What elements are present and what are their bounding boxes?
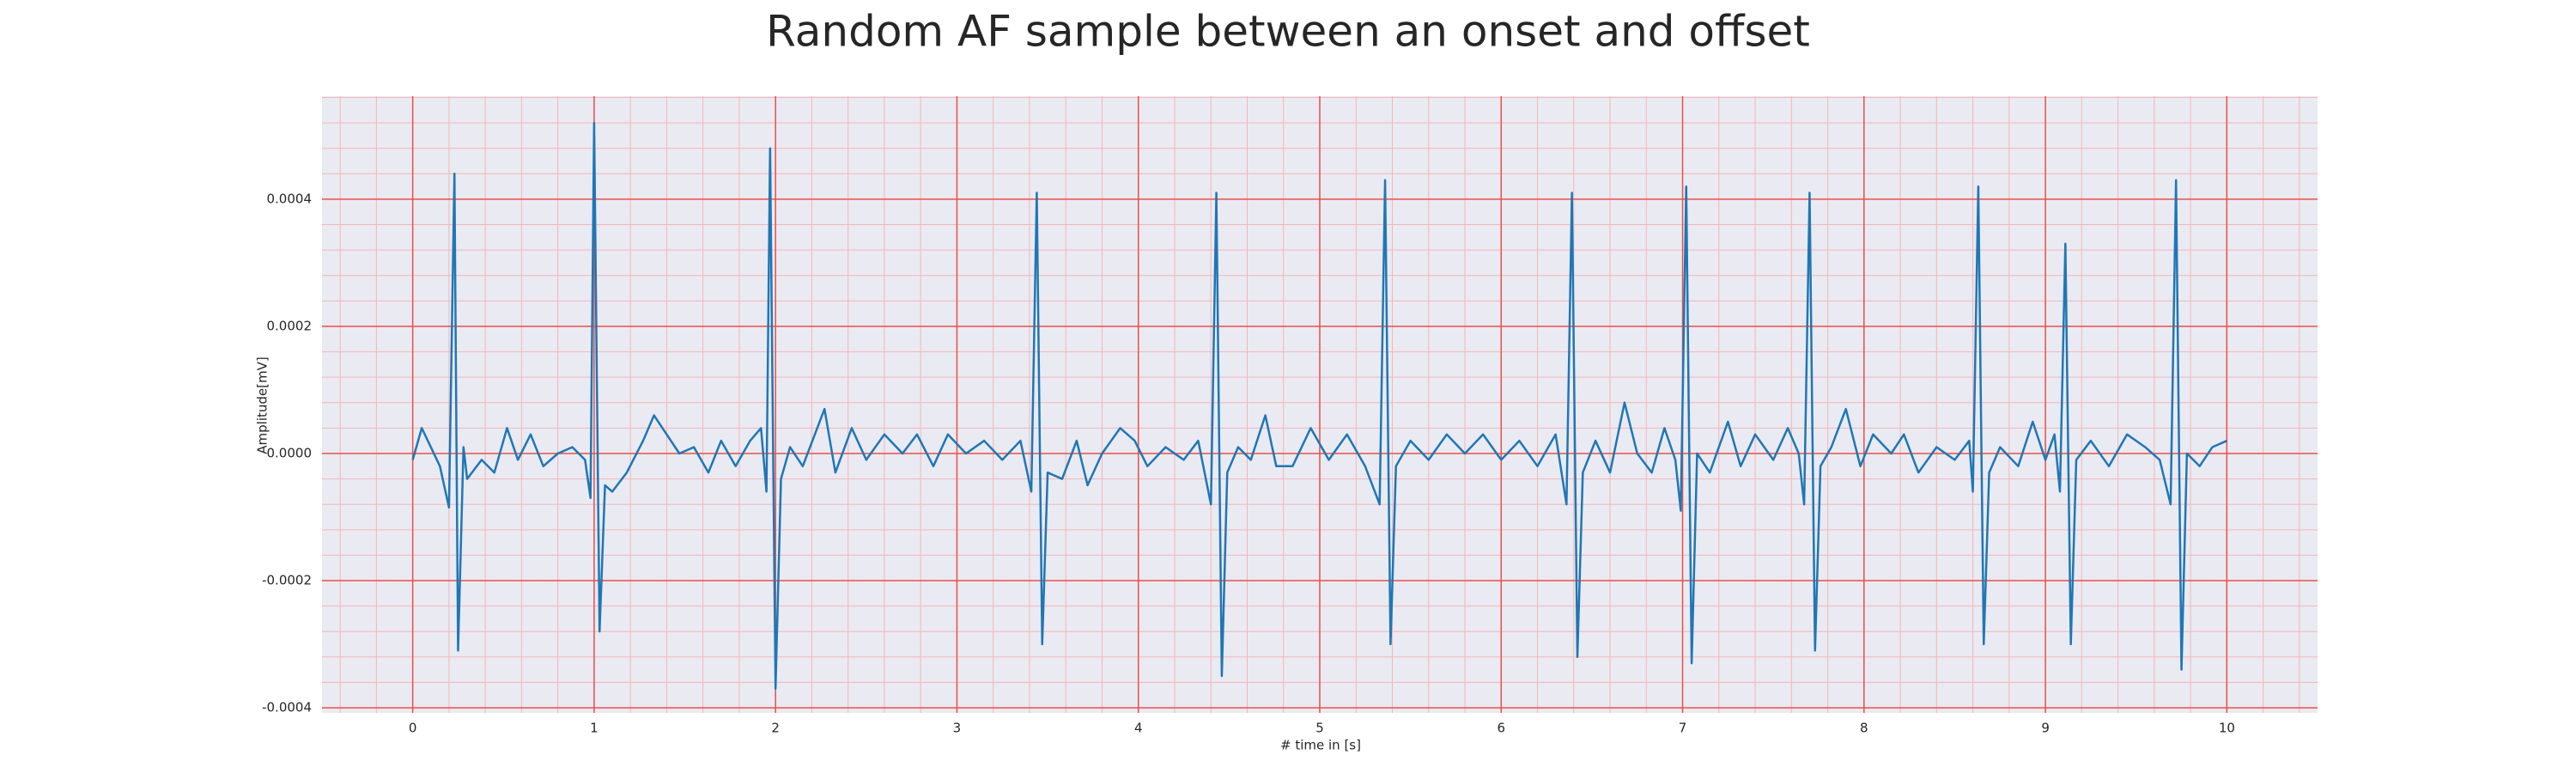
- y-tick-label: 0.0004: [267, 191, 313, 206]
- y-tick-label: -0.0004: [262, 700, 312, 715]
- x-tick-label: 6: [1497, 721, 1505, 736]
- x-tick-label: 10: [2219, 721, 2235, 736]
- x-tick-label: 9: [2041, 721, 2050, 736]
- chart-title: Random AF sample between an onset and of…: [766, 7, 1810, 57]
- x-tick-label: 7: [1679, 721, 1687, 736]
- x-tick-label: 4: [1134, 721, 1143, 736]
- y-tick-label: 0.0000: [267, 445, 313, 460]
- y-tick-label: 0.0002: [267, 318, 313, 333]
- x-axis-label: # time in [s]: [1280, 738, 1361, 753]
- y-axis-label: Amplitude[mV]: [255, 356, 270, 453]
- x-tick-label: 2: [771, 721, 780, 736]
- x-tick-label: 8: [1860, 721, 1868, 736]
- x-tick-label: 0: [409, 721, 417, 736]
- x-tick-label: 3: [953, 721, 962, 736]
- y-tick-label: -0.0002: [262, 573, 312, 588]
- x-tick-label: 5: [1315, 721, 1324, 736]
- x-tick-label: 1: [590, 721, 598, 736]
- series-line: [411, 121, 2227, 691]
